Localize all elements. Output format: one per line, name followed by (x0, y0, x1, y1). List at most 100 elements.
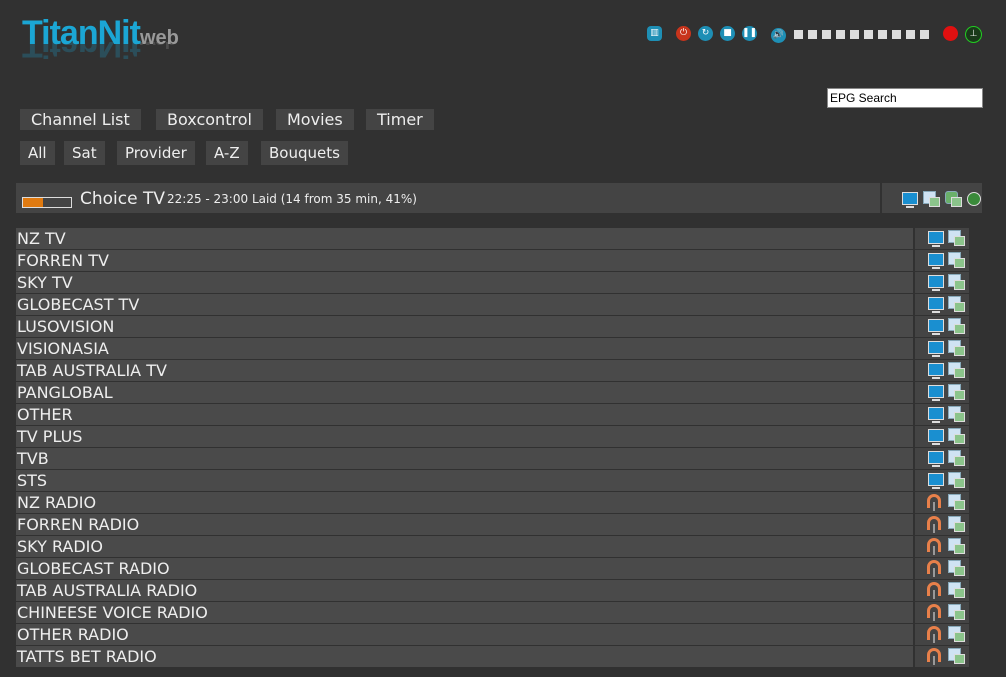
channel-row[interactable]: SKY TV (16, 272, 913, 293)
stop-icon[interactable]: ■ (720, 26, 735, 41)
channel-row[interactable]: GLOBECAST RADIO (16, 558, 913, 579)
epg-search-input[interactable] (827, 88, 983, 108)
stream-tv-icon[interactable] (928, 253, 944, 269)
now-channel[interactable]: Choice TV (80, 189, 165, 209)
filter-provider[interactable]: Provider (117, 141, 195, 165)
channel-row[interactable]: FORREN RADIO (16, 514, 913, 535)
globe-icon[interactable] (967, 192, 981, 206)
stream-tv-icon[interactable] (902, 192, 918, 208)
epg-icon[interactable] (948, 626, 965, 642)
volume-step[interactable] (878, 30, 887, 39)
channel-row[interactable]: TAB AUSTRALIA TV (16, 360, 913, 381)
channel-row[interactable]: VISIONASIA (16, 338, 913, 359)
menu-boxcontrol[interactable]: Boxcontrol (156, 109, 263, 130)
epg-icon[interactable] (948, 648, 965, 664)
stream-tv-icon[interactable] (928, 407, 944, 423)
stream-tv-icon[interactable] (928, 385, 944, 401)
epg-icon[interactable] (948, 582, 965, 598)
menu-channel-list[interactable]: Channel List (20, 109, 141, 130)
epg-icon[interactable] (948, 604, 965, 620)
channel-row[interactable]: TATTS BET RADIO (16, 646, 913, 667)
filter-bouquets[interactable]: Bouquets (261, 141, 348, 165)
stream-radio-icon[interactable] (927, 516, 941, 533)
channel-row[interactable]: STS (16, 470, 913, 491)
epg-icon[interactable] (948, 296, 965, 312)
channel-row[interactable]: TV PLUS (16, 426, 913, 447)
stream-tv-icon[interactable] (928, 451, 944, 467)
channel-row[interactable]: NZ TV (16, 228, 913, 249)
stream-radio-icon[interactable] (927, 626, 941, 643)
channel-row[interactable]: FORREN TV (16, 250, 913, 271)
volume-step[interactable] (808, 30, 817, 39)
stream-radio-icon[interactable] (927, 582, 941, 599)
channel-actions (915, 250, 969, 271)
epg-web-icon[interactable] (945, 191, 962, 207)
epg-icon[interactable] (948, 516, 965, 532)
stream-tv-icon[interactable] (928, 341, 944, 357)
volume-step[interactable] (864, 30, 873, 39)
volume-step[interactable] (794, 30, 803, 39)
refresh-icon[interactable]: ↻ (698, 26, 713, 41)
channel-row[interactable]: CHINEESE VOICE RADIO (16, 602, 913, 623)
filter-sat[interactable]: Sat (64, 141, 105, 165)
channel-actions (915, 624, 969, 645)
channel-row[interactable]: LUSOVISION (16, 316, 913, 337)
menu-timer[interactable]: Timer (366, 109, 434, 130)
stream-tv-icon[interactable] (928, 429, 944, 445)
filter-a-z[interactable]: A-Z (206, 141, 248, 165)
epg-icon[interactable] (948, 428, 965, 444)
channel-actions (915, 646, 969, 667)
stream-tv-icon[interactable] (928, 473, 944, 489)
epg-icon[interactable] (948, 362, 965, 378)
epg-icon[interactable] (948, 406, 965, 422)
menu-movies[interactable]: Movies (276, 109, 354, 130)
filter-all[interactable]: All (20, 141, 55, 165)
pause-icon[interactable]: ❚❚ (742, 26, 757, 41)
volume-step[interactable] (892, 30, 901, 39)
volume-step[interactable] (920, 30, 929, 39)
channel-row[interactable]: TAB AUSTRALIA RADIO (16, 580, 913, 601)
epg-icon[interactable] (948, 230, 965, 246)
epg-icon[interactable] (923, 191, 940, 207)
stream-tv-icon[interactable] (928, 363, 944, 379)
channel-row[interactable]: SKY RADIO (16, 536, 913, 557)
remote-icon[interactable]: ▥ (647, 26, 662, 41)
channel-row[interactable]: NZ RADIO (16, 492, 913, 513)
stream-tv-icon[interactable] (928, 275, 944, 291)
epg-icon[interactable] (948, 538, 965, 554)
stream-radio-icon[interactable] (927, 494, 941, 511)
epg-icon[interactable] (948, 450, 965, 466)
channel-actions (915, 294, 969, 315)
epg-icon[interactable] (948, 274, 965, 290)
volume-step[interactable] (836, 30, 845, 39)
stream-radio-icon[interactable] (927, 560, 941, 577)
stream-tv-icon[interactable] (928, 231, 944, 247)
volume-icon[interactable]: 🔊 (771, 28, 786, 43)
epg-icon[interactable] (948, 384, 965, 400)
volume-step[interactable] (822, 30, 831, 39)
volume-step[interactable] (906, 30, 915, 39)
epg-icon[interactable] (948, 560, 965, 576)
channel-row[interactable]: GLOBECAST TV (16, 294, 913, 315)
epg-icon[interactable] (948, 318, 965, 334)
stream-radio-icon[interactable] (927, 648, 941, 665)
stream-tv-icon[interactable] (928, 297, 944, 313)
epg-icon[interactable] (948, 252, 965, 268)
channel-row[interactable]: TVB (16, 448, 913, 469)
channel-row[interactable]: OTHER (16, 404, 913, 425)
channel-actions (915, 536, 969, 557)
stream-radio-icon[interactable] (927, 604, 941, 621)
record-icon[interactable] (943, 26, 958, 41)
epg-icon[interactable] (948, 494, 965, 510)
stream-radio-icon[interactable] (927, 538, 941, 555)
logo: TitanNitweb (22, 14, 179, 53)
epg-icon[interactable] (948, 340, 965, 356)
channel-row[interactable]: PANGLOBAL (16, 382, 913, 403)
power-icon[interactable]: ⏻ (676, 26, 691, 41)
channel-row[interactable]: OTHER RADIO (16, 624, 913, 645)
epg-icon[interactable] (948, 472, 965, 488)
signal-icon[interactable]: ⊥ (965, 26, 982, 43)
volume-step[interactable] (850, 30, 859, 39)
channel-actions (915, 382, 969, 403)
stream-tv-icon[interactable] (928, 319, 944, 335)
